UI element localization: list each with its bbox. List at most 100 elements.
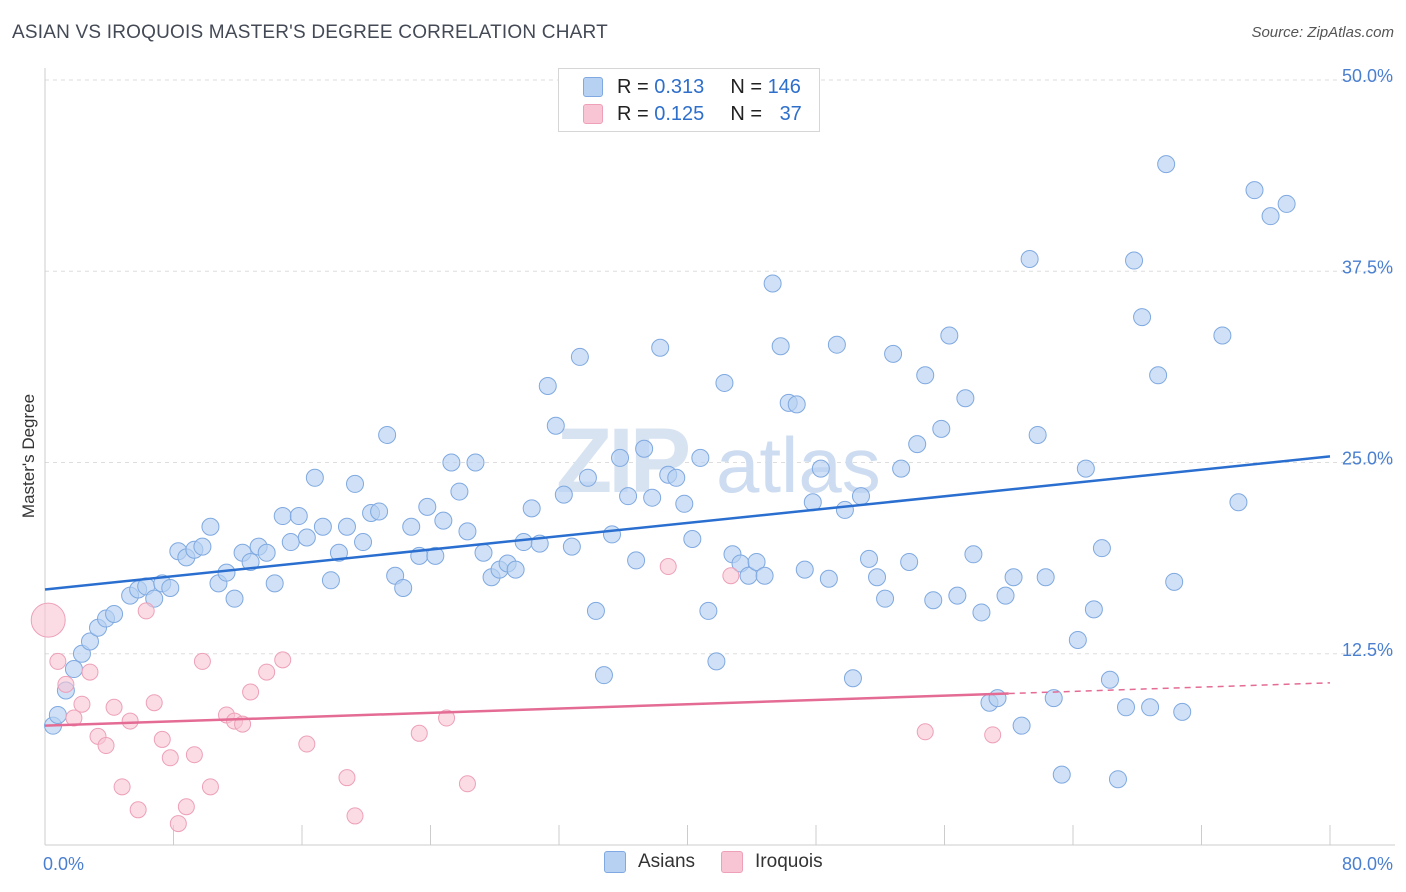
asians-point	[305, 468, 324, 487]
n-label: N =	[730, 102, 762, 125]
asians-point	[940, 326, 959, 345]
r-value: 0.313	[654, 75, 705, 98]
asians-point	[474, 543, 493, 562]
asians-point	[868, 568, 887, 587]
asians-point	[667, 468, 686, 487]
iroquois-point	[113, 778, 131, 796]
asians-point	[699, 601, 718, 620]
asians-point	[996, 586, 1015, 605]
asians-point	[948, 586, 967, 605]
asians-point	[514, 533, 533, 552]
iroquois-point	[298, 735, 316, 753]
y-tick-label: 37.5%	[1342, 257, 1393, 277]
asians-point	[80, 632, 99, 651]
iroquois-points	[30, 558, 1002, 833]
n-label: N =	[730, 75, 762, 98]
asians-point	[570, 347, 589, 366]
asians-point	[329, 543, 348, 562]
legend-label-iroquois: Iroquois	[755, 851, 823, 872]
legend-row-asians: R = 0.313 N = 146	[583, 74, 801, 100]
asians-point	[346, 474, 365, 493]
iroquois-point	[65, 709, 83, 727]
iroquois-point	[57, 675, 75, 693]
iroquois-point	[984, 726, 1002, 744]
r-value: 0.125	[654, 102, 705, 125]
iroquois-point	[185, 746, 203, 764]
x-tick-label: 0.0%	[43, 854, 84, 874]
asians-point	[715, 373, 734, 392]
asians-point	[337, 517, 356, 536]
asians-point	[924, 591, 943, 610]
iroquois-point	[438, 709, 456, 727]
asians-point	[1084, 600, 1103, 619]
asians-point	[354, 533, 373, 552]
asians-trend-line	[44, 455, 1331, 591]
iroquois-point	[129, 801, 147, 819]
asians-point	[964, 545, 983, 564]
asians-point	[763, 274, 782, 293]
legend-item-iroquois[interactable]: Iroquois	[721, 851, 823, 873]
asians-point	[442, 453, 461, 472]
asians-point	[876, 589, 895, 608]
y-tick-label: 50.0%	[1342, 66, 1393, 86]
asians-point	[594, 666, 613, 685]
iroquois-point	[49, 652, 67, 670]
iroquois-point	[916, 723, 934, 741]
asians-point	[1012, 716, 1031, 735]
asians-point	[972, 603, 991, 622]
asians-point	[611, 448, 630, 467]
asians-point	[1245, 181, 1264, 200]
asians-point	[1052, 765, 1071, 784]
iroquois-point	[258, 663, 276, 681]
legend-row-iroquois: R = 0.125 N = 37	[583, 101, 802, 127]
asians-point	[105, 604, 124, 623]
watermark: ZIP atlas	[556, 410, 881, 512]
asians-point	[434, 511, 453, 530]
asians-point	[1149, 366, 1168, 385]
n-value: 37	[779, 102, 802, 125]
asians-point	[289, 507, 308, 526]
asians-point	[418, 497, 437, 516]
asians-point	[707, 652, 726, 671]
asians-point	[586, 601, 605, 620]
asians-point	[1117, 698, 1136, 717]
asians-point	[795, 560, 814, 579]
asians-point	[988, 689, 1007, 708]
asians-point	[1213, 326, 1232, 345]
iroquois-point	[346, 807, 364, 825]
asians-point	[908, 435, 927, 454]
asians-point	[378, 425, 397, 444]
axes	[44, 68, 1395, 846]
asians-point	[827, 335, 846, 354]
asians-point	[843, 669, 862, 688]
iroquois-point	[73, 695, 91, 713]
y-axis-label: Master's Degree	[19, 394, 38, 518]
asians-point	[835, 500, 854, 519]
asians-point	[257, 543, 276, 562]
asians-point	[747, 552, 766, 571]
asians-point	[1229, 493, 1248, 512]
asians-point	[1108, 770, 1127, 789]
iroquois-trend-extension	[1008, 682, 1331, 695]
asians-point	[313, 517, 332, 536]
series-legend: Asians Iroquois	[604, 851, 849, 873]
asians-point	[217, 563, 236, 582]
asians-point	[916, 366, 935, 385]
asians-point	[603, 525, 622, 544]
asians-point	[771, 337, 790, 356]
asians-point	[394, 578, 413, 597]
asians-point	[1173, 702, 1192, 721]
iroquois-point	[161, 749, 179, 767]
asians-point	[273, 507, 292, 526]
legend-item-asians[interactable]: Asians	[604, 851, 695, 873]
asians-point	[1165, 572, 1184, 591]
asians-points	[44, 155, 1296, 789]
asians-point	[193, 537, 212, 556]
asians-point	[1036, 568, 1055, 587]
asians-point	[1133, 308, 1152, 327]
asians-point	[691, 448, 710, 467]
iroquois-point	[458, 775, 476, 793]
legend-label-asians: Asians	[638, 851, 696, 872]
asians-point	[1020, 250, 1039, 269]
